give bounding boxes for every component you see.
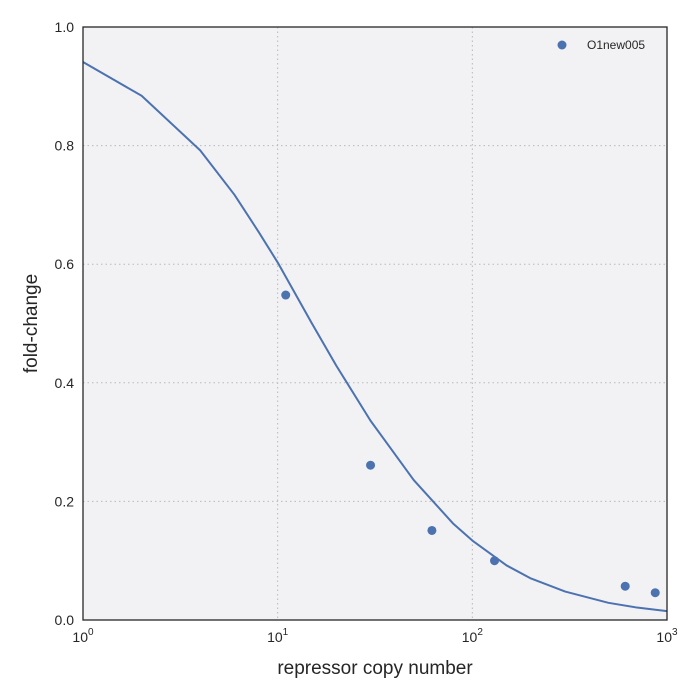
fit-curve-line bbox=[82, 61, 668, 613]
legend-marker bbox=[557, 40, 567, 50]
plot-background bbox=[83, 27, 667, 620]
y-tick-label: 0.8 bbox=[55, 138, 75, 154]
points-layer bbox=[281, 290, 660, 598]
x-tick-exponent: 3 bbox=[672, 627, 678, 638]
y-tick-label: 0.0 bbox=[55, 612, 75, 628]
x-tick-label: 102 bbox=[462, 627, 484, 645]
x-tick-exponent: 1 bbox=[283, 627, 289, 638]
y-axis-label: fold-change bbox=[21, 274, 42, 373]
y-tick-label: 0.6 bbox=[55, 256, 75, 272]
x-tick-base: 10 bbox=[72, 629, 88, 645]
legend: O1new005 bbox=[557, 38, 645, 52]
data-point bbox=[427, 525, 437, 535]
data-point bbox=[490, 556, 500, 566]
x-tick-base: 10 bbox=[462, 629, 478, 645]
x-tick-base: 10 bbox=[656, 629, 672, 645]
data-point bbox=[620, 581, 630, 591]
data-point bbox=[366, 460, 376, 470]
x-tick-exponent: 0 bbox=[88, 627, 94, 638]
y-tick-label: 0.2 bbox=[55, 493, 75, 509]
y-tick-label: 0.4 bbox=[55, 375, 75, 391]
x-tick-exponent: 2 bbox=[477, 627, 483, 638]
curve-layer bbox=[82, 61, 668, 613]
x-tick-label: 103 bbox=[656, 627, 678, 645]
x-tick-base: 10 bbox=[267, 629, 283, 645]
y-tick-label: 1.0 bbox=[55, 19, 75, 35]
legend-label: O1new005 bbox=[587, 38, 645, 52]
x-tick-label: 101 bbox=[267, 627, 289, 645]
axes-frame bbox=[82, 26, 668, 621]
grid-layer bbox=[83, 27, 667, 620]
x-axis-label: repressor copy number bbox=[277, 658, 473, 679]
x-tick-label: 100 bbox=[72, 627, 94, 645]
data-point bbox=[281, 290, 291, 300]
data-point bbox=[650, 588, 660, 598]
